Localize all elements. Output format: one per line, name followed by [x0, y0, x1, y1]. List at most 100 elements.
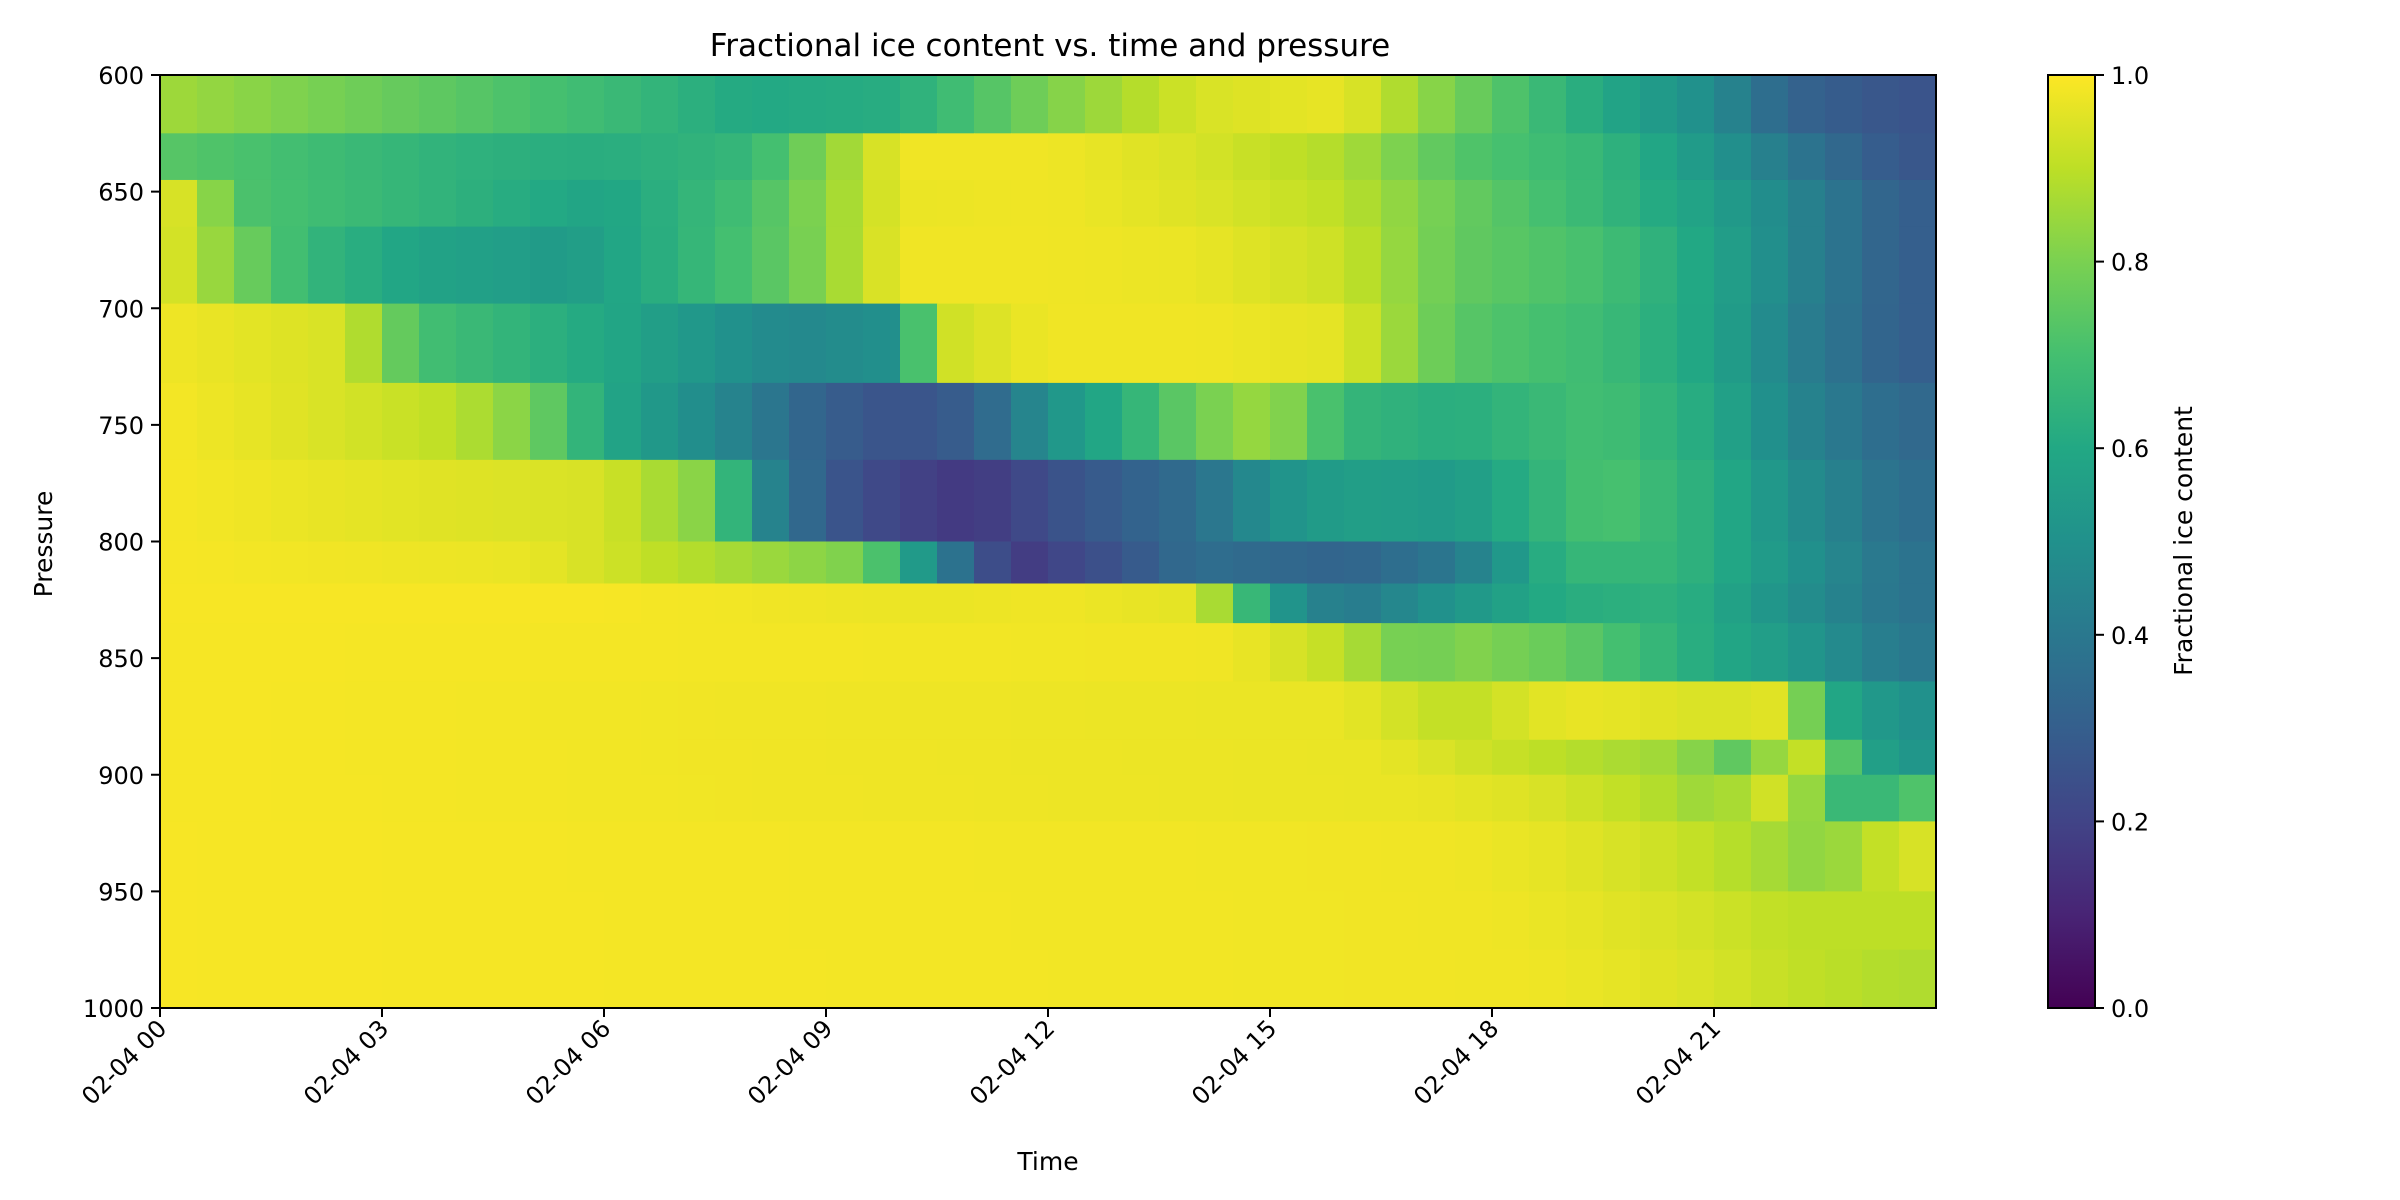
heatmap-cell — [1196, 541, 1234, 585]
heatmap-cell — [900, 891, 938, 951]
heatmap-cell — [1862, 774, 1900, 822]
heatmap-cell — [1344, 226, 1382, 305]
heatmap-cell — [1862, 382, 1900, 461]
heatmap-cell — [1677, 681, 1715, 741]
heatmap-cell — [1233, 226, 1271, 305]
heatmap-cell — [937, 75, 975, 134]
heatmap-cell — [1492, 891, 1530, 951]
heatmap-cell — [1270, 949, 1308, 1009]
heatmap-cell — [1270, 226, 1308, 305]
heatmap-cell — [530, 949, 568, 1009]
heatmap-cell — [456, 226, 494, 305]
heatmap-cell — [863, 303, 901, 384]
heatmap-cell — [937, 821, 975, 892]
heatmap-cell — [1418, 541, 1456, 585]
heatmap-cell — [715, 541, 753, 585]
heatmap-cell — [937, 382, 975, 461]
heatmap-cell — [1307, 949, 1345, 1009]
heatmap-cell — [530, 583, 568, 624]
heatmap-cell — [826, 382, 864, 461]
heatmap-cell — [1492, 226, 1530, 305]
heatmap-cell — [826, 739, 864, 776]
heatmap-cell — [567, 739, 605, 776]
heatmap-cell — [382, 739, 420, 776]
heatmap-cell — [530, 382, 568, 461]
heatmap-cell — [1233, 75, 1271, 134]
heatmap-cell — [1307, 821, 1345, 892]
heatmap-cell — [1825, 226, 1863, 305]
heatmap-cell — [641, 133, 679, 181]
heatmap-cell — [1751, 75, 1789, 134]
heatmap-cell — [1307, 541, 1345, 585]
heatmap-cell — [1159, 583, 1197, 624]
heatmap-cell — [715, 623, 753, 683]
heatmap-cell — [1270, 133, 1308, 181]
heatmap-cell — [308, 133, 346, 181]
heatmap-cell — [234, 133, 272, 181]
heatmap-cell — [789, 739, 827, 776]
heatmap-cell — [1381, 739, 1419, 776]
heatmap-cell — [863, 681, 901, 741]
heatmap-cell — [715, 583, 753, 624]
heatmap-cell — [1899, 459, 1937, 543]
heatmap-cell — [160, 583, 198, 624]
y-axis-label: Pressure — [29, 491, 58, 598]
heatmap-cell — [1159, 774, 1197, 822]
heatmap-cell — [974, 541, 1012, 585]
heatmap-cell — [1011, 303, 1049, 384]
heatmap-cell — [493, 541, 531, 585]
heatmap-cell — [789, 774, 827, 822]
heatmap-cell — [234, 623, 272, 683]
heatmap-cell — [937, 739, 975, 776]
heatmap-cell — [1048, 459, 1086, 543]
heatmap-cell — [1159, 949, 1197, 1009]
heatmap-cell — [382, 75, 420, 134]
heatmap-cell — [345, 623, 383, 683]
heatmap-cell — [1566, 623, 1604, 683]
heatmap-cell — [1122, 949, 1160, 1009]
heatmap-cell — [456, 541, 494, 585]
heatmap-cell — [1381, 949, 1419, 1009]
heatmap-cell — [678, 303, 716, 384]
heatmap-cell — [715, 739, 753, 776]
heatmap-cell — [1381, 133, 1419, 181]
heatmap-cell — [1159, 821, 1197, 892]
heatmap-cell — [197, 179, 235, 228]
heatmap-cell — [1825, 891, 1863, 951]
heatmap-cell — [678, 774, 716, 822]
heatmap-cell — [1751, 891, 1789, 951]
heatmap-cell — [1677, 303, 1715, 384]
heatmap-cell — [1233, 583, 1271, 624]
heatmap-cell — [1085, 583, 1123, 624]
heatmap-cell — [1455, 133, 1493, 181]
heatmap-cell — [641, 75, 679, 134]
heatmap-cell — [345, 739, 383, 776]
heatmap-cell — [1122, 459, 1160, 543]
heatmap-cell — [1344, 303, 1382, 384]
heatmap-cell — [1011, 891, 1049, 951]
heatmap-cell — [1751, 541, 1789, 585]
heatmap-cell — [419, 623, 457, 683]
heatmap-cell — [715, 774, 753, 822]
heatmap-cell — [271, 949, 309, 1009]
heatmap-cell — [604, 949, 642, 1009]
heatmap-cell — [900, 774, 938, 822]
heatmap-cell — [493, 459, 531, 543]
heatmap-cell — [826, 774, 864, 822]
heatmap-cell — [567, 133, 605, 181]
heatmap-cell — [419, 226, 457, 305]
heatmap-cell — [1899, 133, 1937, 181]
heatmap-cell — [1677, 541, 1715, 585]
heatmap-cell — [1603, 774, 1641, 822]
heatmap-cell — [1640, 226, 1678, 305]
heatmap-cell — [1344, 382, 1382, 461]
heatmap-cell — [1418, 623, 1456, 683]
heatmap-cell — [1307, 179, 1345, 228]
heatmap-cell — [1196, 133, 1234, 181]
heatmap-cell — [197, 739, 235, 776]
heatmap-cell — [1677, 226, 1715, 305]
heatmap-cell — [604, 179, 642, 228]
heatmap-cell — [160, 179, 198, 228]
heatmap-cell — [197, 75, 235, 134]
y-tick-label: 650 — [98, 179, 144, 207]
